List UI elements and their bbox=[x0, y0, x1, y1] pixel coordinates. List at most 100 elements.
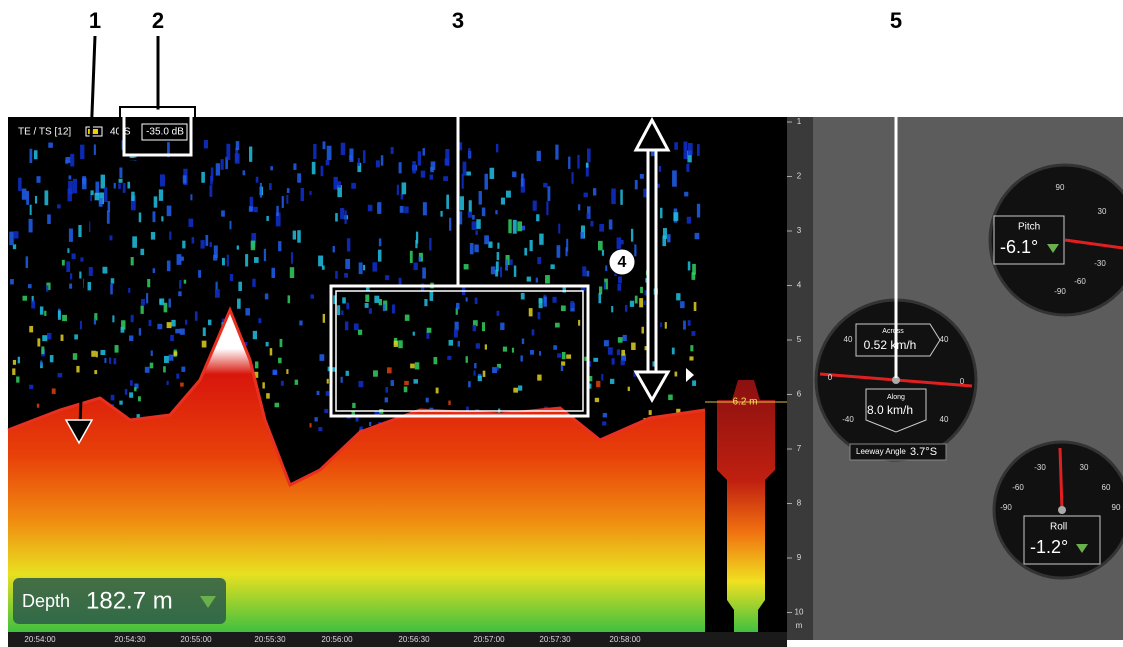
echo-speckle bbox=[50, 355, 54, 362]
echo-speckle bbox=[385, 387, 388, 393]
echo-speckle bbox=[335, 271, 338, 279]
gauge-tick: -60 bbox=[1074, 277, 1086, 286]
echo-speckle bbox=[603, 413, 607, 417]
echo-speckle bbox=[129, 392, 133, 397]
leeway-value: 3.7°S bbox=[910, 446, 937, 458]
echo-speckle bbox=[697, 204, 700, 218]
echo-speckle bbox=[385, 275, 389, 280]
echo-speckle bbox=[211, 167, 214, 181]
echo-speckle bbox=[639, 298, 643, 307]
echo-speckle bbox=[587, 271, 590, 277]
echo-speckle bbox=[319, 354, 324, 361]
echo-speckle bbox=[418, 151, 421, 165]
echo-speckle bbox=[449, 340, 453, 346]
echo-speckle bbox=[61, 335, 64, 341]
echo-speckle bbox=[527, 277, 531, 282]
time-label: 20:57:30 bbox=[539, 635, 571, 644]
time-label: 20:58:00 bbox=[609, 635, 641, 644]
depth-unit: m bbox=[796, 621, 803, 630]
echo-speckle bbox=[150, 363, 153, 369]
echo-speckle bbox=[688, 320, 691, 326]
echo-speckle bbox=[513, 388, 518, 393]
echo-speckle bbox=[593, 188, 596, 195]
echo-speckle bbox=[12, 368, 15, 375]
echo-speckle bbox=[182, 241, 185, 249]
echo-speckle bbox=[369, 308, 372, 314]
echo-speckle bbox=[500, 323, 504, 330]
echo-speckle bbox=[491, 266, 495, 274]
echo-speckle bbox=[198, 270, 201, 278]
echo-speckle bbox=[26, 256, 28, 268]
echo-speckle bbox=[423, 148, 425, 156]
echo-speckle bbox=[36, 176, 40, 183]
echo-speckle bbox=[341, 143, 345, 155]
echo-speckle bbox=[276, 206, 278, 216]
echo-speckle bbox=[479, 191, 482, 205]
echo-speckle bbox=[282, 196, 284, 208]
depth-scale-label: 2 bbox=[797, 172, 802, 181]
echo-speckle bbox=[410, 251, 413, 263]
gauge-tick: 30 bbox=[1080, 463, 1089, 472]
echo-speckle bbox=[550, 264, 554, 269]
depth-scale-label: 9 bbox=[797, 553, 802, 562]
echo-speckle bbox=[70, 154, 74, 167]
echo-speckle bbox=[139, 213, 141, 223]
gauge-tick: -90 bbox=[1000, 503, 1012, 512]
echo-speckle bbox=[216, 282, 218, 291]
echo-speckle bbox=[543, 297, 547, 307]
echo-speckle bbox=[349, 149, 353, 162]
echo-speckle bbox=[415, 362, 419, 369]
echo-speckle bbox=[445, 158, 449, 165]
echo-speckle bbox=[521, 174, 524, 187]
echo-speckle bbox=[484, 174, 487, 190]
depth-value: 182.7 m bbox=[86, 587, 173, 614]
echo-speckle bbox=[69, 175, 72, 179]
echo-speckle bbox=[659, 166, 661, 172]
echo-speckle bbox=[149, 320, 152, 326]
echo-speckle bbox=[252, 279, 255, 287]
echo-speckle bbox=[578, 204, 580, 210]
echo-speckle bbox=[422, 267, 426, 278]
echo-speckle bbox=[368, 205, 373, 211]
echo-speckle bbox=[566, 354, 571, 358]
echo-speckle bbox=[256, 177, 259, 183]
echo-speckle bbox=[153, 211, 156, 222]
echo-speckle bbox=[537, 375, 541, 381]
echo-speckle bbox=[427, 328, 432, 333]
echo-speckle bbox=[119, 167, 122, 177]
echo-speckle bbox=[604, 340, 609, 346]
time-label: 20:55:00 bbox=[180, 635, 212, 644]
depth-scale-label: 7 bbox=[797, 444, 802, 453]
echo-speckle bbox=[253, 331, 257, 339]
depth-scale-label: 10 bbox=[795, 608, 804, 617]
gauge-tick: 40 bbox=[844, 335, 853, 344]
echo-speckle bbox=[40, 361, 42, 366]
gauge-tick: -30 bbox=[1034, 463, 1046, 472]
echo-speckle bbox=[317, 391, 320, 395]
time-label: 20:55:30 bbox=[254, 635, 286, 644]
gauge-tick: 90 bbox=[1056, 183, 1065, 192]
echo-speckle bbox=[484, 235, 489, 244]
echo-speckle bbox=[356, 417, 359, 421]
echo-speckle bbox=[413, 379, 418, 384]
echo-speckle bbox=[96, 351, 98, 357]
echo-speckle bbox=[672, 170, 677, 186]
echo-speckle bbox=[501, 198, 505, 205]
echo-speckle bbox=[346, 303, 349, 310]
echo-speckle bbox=[62, 260, 65, 266]
echo-speckle bbox=[16, 376, 19, 382]
echo-speckle bbox=[184, 280, 187, 284]
echo-speckle bbox=[430, 291, 434, 301]
echo-speckle bbox=[190, 194, 192, 200]
echo-speckle bbox=[490, 168, 495, 179]
echo-speckle bbox=[468, 211, 472, 217]
echo-speckle bbox=[423, 202, 427, 215]
echo-speckle bbox=[593, 358, 598, 362]
echo-speckle bbox=[458, 341, 460, 347]
echo-speckle bbox=[140, 249, 144, 255]
echo-speckle bbox=[226, 144, 230, 160]
echo-speckle bbox=[118, 183, 121, 188]
echo-speckle bbox=[605, 265, 607, 271]
leeway-label: Leeway Angle bbox=[856, 447, 906, 456]
depth-scale-label: 4 bbox=[797, 281, 802, 290]
